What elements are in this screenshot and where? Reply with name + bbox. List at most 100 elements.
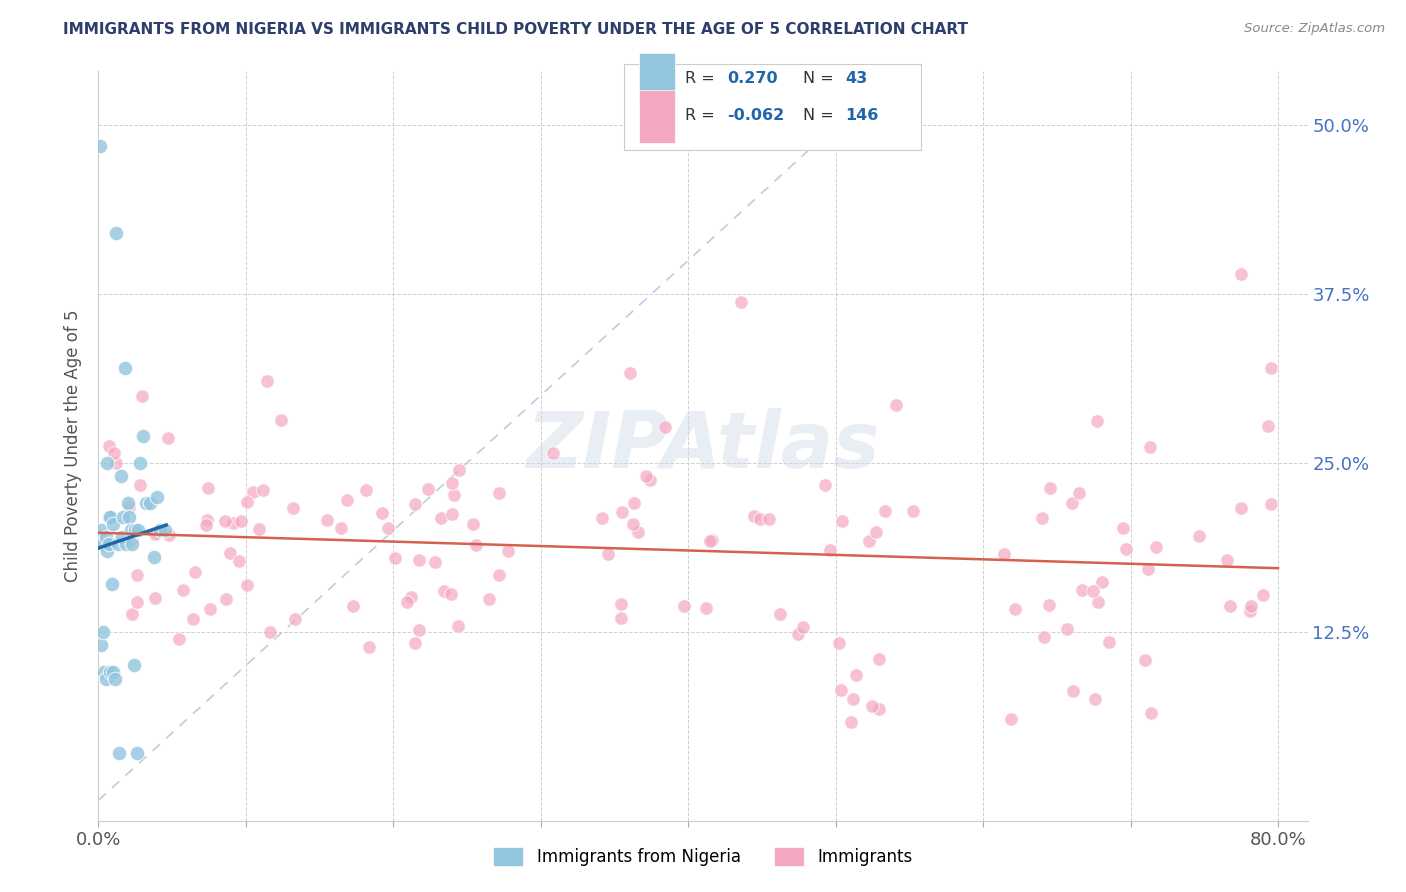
Point (742, 508, 765, 523)
Point (283, 612, 305, 626)
Point (831, 514, 853, 528)
Point (98, 440, 121, 454)
Point (153, 524, 176, 538)
Point (1115, 541, 1137, 556)
Point (440, 475, 463, 490)
Point (128, 478, 150, 492)
Point (356, 483, 378, 497)
Point (1257, 419, 1279, 434)
Point (146, 524, 169, 539)
Point (1230, 501, 1253, 516)
Point (121, 607, 143, 621)
Point (384, 551, 406, 566)
Text: 0.270: 0.270 (727, 70, 778, 86)
Point (96, 543, 118, 558)
Point (357, 640, 380, 655)
Point (214, 514, 236, 528)
Point (125, 567, 148, 582)
Point (156, 431, 179, 445)
Point (638, 473, 661, 487)
Point (478, 591, 501, 606)
Text: 43: 43 (845, 70, 868, 86)
Point (198, 601, 221, 615)
Point (181, 612, 204, 626)
Point (96, 456, 118, 470)
Point (1144, 541, 1167, 555)
Point (1000, 712, 1022, 726)
Legend: Immigrants from Nigeria, Immigrants: Immigrants from Nigeria, Immigrants (485, 838, 921, 875)
Point (610, 611, 633, 625)
Point (91, 624, 114, 639)
Text: IMMIGRANTS FROM NIGERIA VS IMMIGRANTS CHILD POVERTY UNDER THE AGE OF 5 CORRELATI: IMMIGRANTS FROM NIGERIA VS IMMIGRANTS CH… (63, 22, 969, 37)
Point (270, 413, 292, 427)
Point (1056, 622, 1078, 636)
Point (236, 495, 259, 509)
Point (215, 591, 238, 606)
Point (108, 746, 131, 760)
Point (543, 446, 565, 460)
Point (901, 504, 924, 518)
Point (93, 665, 115, 680)
Point (399, 591, 422, 605)
Point (1230, 267, 1253, 281)
Point (1062, 683, 1084, 698)
Point (197, 481, 219, 495)
Point (433, 584, 456, 599)
Point (259, 624, 281, 639)
Text: -0.062: -0.062 (727, 108, 785, 123)
Point (465, 538, 488, 552)
Point (621, 517, 644, 532)
Point (1060, 496, 1083, 510)
Point (758, 512, 780, 526)
Point (195, 517, 218, 532)
Point (120, 524, 142, 538)
Point (117, 496, 139, 510)
Text: 146: 146 (845, 108, 879, 123)
Point (404, 635, 426, 649)
Point (89, 138, 111, 153)
Point (496, 544, 519, 558)
Point (342, 599, 364, 614)
Point (107, 537, 129, 551)
Point (1039, 481, 1062, 495)
Point (1033, 630, 1056, 644)
Point (1133, 652, 1156, 666)
Point (100, 577, 122, 591)
Point (1251, 588, 1274, 602)
Point (449, 463, 471, 477)
Point (1031, 510, 1053, 524)
Point (1260, 361, 1282, 376)
Point (1260, 498, 1282, 512)
Point (125, 746, 148, 760)
Point (118, 509, 141, 524)
Text: R =: R = (685, 108, 720, 123)
Point (329, 521, 352, 535)
Point (792, 620, 814, 634)
Point (1216, 553, 1239, 567)
Point (868, 652, 890, 666)
Point (818, 543, 841, 558)
Point (94, 530, 117, 544)
Point (654, 420, 676, 434)
Point (228, 554, 250, 568)
Point (97, 537, 120, 551)
Point (699, 534, 721, 549)
Point (868, 701, 890, 715)
Point (1239, 604, 1261, 618)
Point (841, 692, 863, 706)
Point (105, 227, 128, 241)
Point (146, 490, 169, 504)
Point (143, 591, 166, 605)
Point (131, 429, 153, 443)
Point (101, 516, 124, 531)
Point (828, 636, 851, 650)
Point (673, 599, 696, 613)
Point (610, 505, 633, 519)
Point (236, 577, 259, 591)
Point (1081, 584, 1104, 599)
Point (1137, 561, 1160, 575)
Point (1112, 521, 1135, 535)
Point (440, 587, 463, 601)
Point (860, 698, 883, 713)
Point (839, 715, 862, 730)
